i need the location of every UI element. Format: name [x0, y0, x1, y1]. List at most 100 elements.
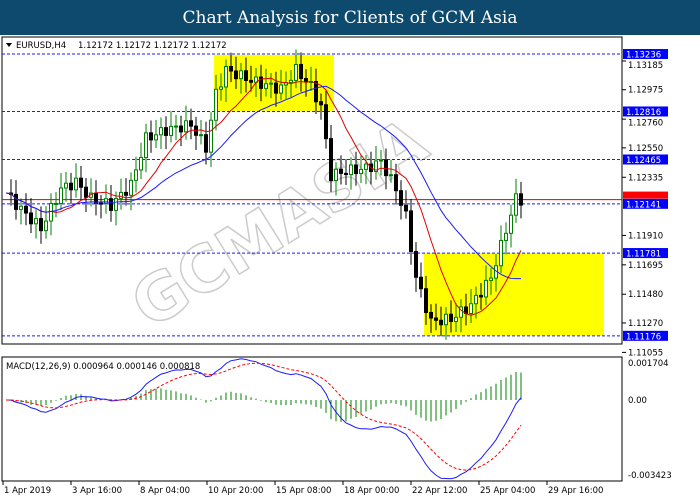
price-panel [1, 36, 623, 345]
candle-body [399, 190, 403, 206]
level-price-tag [623, 248, 668, 259]
candle-body [414, 250, 418, 278]
candle-body [404, 204, 408, 212]
candle-body [84, 186, 88, 198]
candle-body [249, 79, 253, 83]
candle-body [219, 86, 223, 90]
y-tick-label: 1.12760 [628, 118, 663, 128]
y-tick-label: 1.11055 [628, 348, 663, 358]
candle-body [129, 179, 133, 196]
symbol-label: EURUSD,H4 [16, 41, 66, 51]
x-tick-label: 1 Apr 2019 [4, 486, 51, 496]
highlight-zone [424, 253, 604, 336]
level-price-tag [623, 330, 668, 341]
candle-body [114, 197, 118, 211]
candle-body [324, 104, 328, 140]
candle-body [339, 168, 343, 174]
candle-body [319, 101, 323, 106]
candle-body [374, 160, 378, 172]
candle-body [174, 125, 178, 128]
candle-body [134, 169, 138, 181]
candle-body [189, 120, 193, 127]
candle-body [329, 138, 333, 181]
level-price-label: 1.12816 [626, 108, 661, 118]
candle-body [199, 134, 203, 137]
candle-body [229, 65, 233, 72]
candle-body [144, 132, 148, 158]
candle-body [454, 316, 458, 322]
x-tick-label: 8 Apr 04:00 [140, 486, 190, 496]
candle-body [99, 202, 103, 205]
candle-body [499, 239, 503, 267]
y-tick-label: 1.11695 [628, 261, 663, 271]
candle-body [424, 288, 428, 313]
candle-body [394, 174, 398, 192]
candle-body [259, 76, 263, 89]
candle-body [314, 81, 318, 103]
candle-body [164, 127, 168, 136]
level-price-tag [623, 106, 668, 117]
candle-body [64, 182, 68, 189]
candle-body [354, 164, 358, 175]
macd-y-tick-label: 0.00 [628, 396, 647, 406]
candle-body [244, 70, 248, 81]
x-tick-label: 3 Apr 16:00 [72, 486, 122, 496]
candle-body [429, 311, 433, 319]
candle-body [439, 319, 443, 326]
x-tick-label: 25 Apr 04:00 [480, 486, 535, 496]
current-price-tag [623, 191, 668, 199]
candle-body [234, 70, 238, 80]
candle-body [119, 191, 123, 199]
candle-body [139, 156, 143, 171]
y-tick-label: 1.12550 [628, 144, 663, 154]
candle-body [19, 205, 23, 210]
dropdown-icon[interactable] [6, 43, 12, 47]
candle-body [14, 193, 18, 210]
candle-body [479, 294, 483, 298]
candle-body [239, 70, 243, 80]
candle-body [29, 212, 33, 225]
candle-body [69, 182, 73, 191]
candle-body [169, 125, 173, 136]
candle-body [204, 134, 208, 153]
page-title: Chart Analysis for Clients of GCM Asia [0, 0, 700, 35]
candle-body [79, 177, 83, 188]
candle-body [24, 205, 28, 214]
candle-body [224, 65, 228, 88]
candle-body [519, 193, 523, 206]
candle-body [209, 119, 213, 153]
ma-fast-line [5, 77, 522, 316]
candle-body [124, 191, 128, 196]
candle-body [299, 63, 303, 80]
macd-panel [1, 356, 623, 482]
y-tick-label: 1.12335 [628, 173, 663, 183]
candle-body [484, 279, 488, 298]
candle-body [184, 120, 188, 133]
ma-slow-line [5, 85, 522, 280]
y-tick-label: 1.11910 [628, 231, 663, 241]
level-price-label: 1.12465 [626, 156, 661, 166]
y-tick-label: 1.13185 [628, 61, 663, 71]
y-tick-label: 1.11480 [628, 290, 663, 300]
candle-body [109, 198, 113, 211]
candle-body [34, 218, 38, 225]
candle-body [504, 232, 508, 241]
candle-body [389, 174, 393, 177]
candle-body [514, 193, 518, 216]
candle-body [179, 125, 183, 133]
x-tick-label: 18 Apr 00:00 [344, 486, 399, 496]
x-tick-label: 15 Apr 08:00 [276, 486, 331, 496]
level-price-label: 1.12141 [626, 200, 661, 210]
candle-body [149, 132, 153, 141]
candle-body [434, 317, 438, 321]
candle-body [269, 82, 273, 85]
candle-body [49, 202, 53, 222]
candle-body [469, 303, 473, 315]
candle-body [444, 313, 448, 326]
candle-body [509, 214, 513, 234]
candle-body [449, 313, 453, 322]
macd-y-tick-label: 0.001704 [628, 359, 669, 369]
candle-body [59, 187, 63, 204]
level-price-tag [623, 154, 668, 165]
level-price-label: 1.13236 [626, 51, 661, 61]
